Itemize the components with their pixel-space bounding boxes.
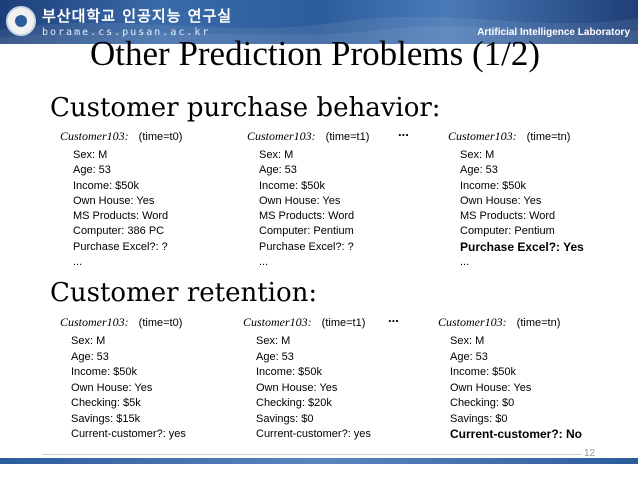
attribute-purchase-excel: Purchase Excel?: Yes	[460, 239, 584, 254]
university-logo-icon	[6, 6, 36, 36]
attribute-checking: Checking: $0	[450, 397, 515, 409]
retention-col-header-t1: Customer103: (time=t1)	[243, 315, 365, 330]
customer-id: Customer103:	[243, 315, 312, 329]
customer-id: Customer103:	[438, 315, 507, 329]
purchase-attributes-t0: Sex: M Age: 53 Income: $50k Own House: Y…	[73, 148, 168, 270]
retention-ellipsis: ...	[388, 310, 399, 325]
retention-section-heading: Customer retention:	[50, 278, 318, 308]
customer-id: Customer103:	[60, 129, 129, 143]
attribute-age: Age: 53	[73, 164, 111, 177]
attribute-income: Income: $50k	[73, 179, 140, 192]
attribute-computer: Computer: Pentium	[259, 225, 354, 238]
footer-bar	[0, 458, 638, 464]
attribute-savings: Savings: $15k	[71, 412, 141, 425]
attribute-income: Income: $50k	[259, 179, 326, 192]
retention-col-header-t0: Customer103: (time=t0)	[60, 315, 182, 330]
attribute-ms-products: MS Products: Word	[460, 210, 556, 223]
banner-wave-decoration	[0, 16, 638, 44]
attribute-checking: Checking: $20k	[256, 397, 332, 409]
purchase-attributes-t1: Sex: M Age: 53 Income: $50k Own House: Y…	[259, 148, 354, 270]
time-label: (time=tn)	[516, 317, 561, 329]
attribute-sex: Sex: M	[460, 149, 495, 161]
time-label: (time=t1)	[325, 131, 370, 143]
attribute-income: Income: $50k	[256, 366, 323, 378]
time-label: (time=t1)	[321, 317, 366, 329]
attribute-sex: Sex: M	[71, 335, 106, 347]
attribute-savings: Savings: $0	[450, 412, 508, 425]
attribute-income: Income: $50k	[460, 179, 527, 192]
attribute-income: Income: $50k	[71, 366, 138, 378]
attribute-current-customer: Current-customer?: yes	[71, 428, 186, 440]
attribute-age: Age: 53	[71, 350, 109, 363]
slide-title: Other Prediction Problems (1/2)	[90, 34, 541, 73]
attribute-age: Age: 53	[256, 350, 294, 363]
page-number: 12	[584, 448, 596, 459]
attribute-sex: Sex: M	[256, 335, 291, 347]
attribute-current-customer: Current-customer?: yes	[256, 428, 371, 440]
attribute-checking: Checking: $5k	[71, 397, 141, 409]
customer-id: Customer103:	[448, 129, 517, 143]
attribute-own-house: Own House: Yes	[73, 194, 155, 207]
attribute-own-house: Own House: Yes	[256, 381, 338, 394]
purchase-col-header-t1: Customer103: (time=t1)	[247, 129, 369, 144]
attribute-ms-products: MS Products: Word	[259, 210, 355, 223]
lab-name: Artificial Intelligence Laboratory	[477, 27, 630, 38]
purchase-section-heading: Customer purchase behavior:	[50, 93, 441, 123]
university-name: 부산대학교 인공지능 연구실	[42, 7, 233, 25]
purchase-col-header-tn: Customer103: (time=tn)	[448, 129, 570, 144]
attribute-current-customer: Current-customer?: No	[450, 427, 583, 441]
purchase-ellipsis: ...	[398, 124, 409, 139]
attribute-more: ...	[460, 256, 470, 269]
attribute-sex: Sex: M	[450, 335, 485, 347]
customer-id: Customer103:	[60, 315, 129, 329]
purchase-col-header-t0: Customer103: (time=t0)	[60, 129, 182, 144]
attribute-savings: Savings: $0	[256, 412, 314, 425]
time-label: (time=t0)	[138, 317, 183, 329]
attribute-sex: Sex: M	[259, 149, 294, 161]
attribute-age: Age: 53	[460, 164, 498, 177]
retention-attributes-tn: Sex: M Age: 53 Income: $50k Own House: Y…	[450, 334, 582, 443]
lab-url: borame.cs.pusan.ac.kr	[42, 27, 211, 38]
purchase-attributes-tn: Sex: M Age: 53 Income: $50k Own House: Y…	[460, 148, 584, 270]
attribute-sex: Sex: M	[73, 149, 108, 161]
attribute-own-house: Own House: Yes	[259, 194, 341, 207]
attribute-own-house: Own House: Yes	[460, 194, 542, 207]
retention-attributes-t1: Sex: M Age: 53 Income: $50k Own House: Y…	[256, 334, 371, 443]
attribute-purchase-excel: Purchase Excel?: ?	[259, 240, 354, 253]
customer-id: Customer103:	[247, 129, 316, 143]
attribute-own-house: Own House: Yes	[71, 381, 153, 394]
time-label: (time=tn)	[526, 131, 571, 143]
time-label: (time=t0)	[138, 131, 183, 143]
footer-rule	[42, 454, 582, 455]
attribute-age: Age: 53	[450, 350, 488, 363]
retention-attributes-t0: Sex: M Age: 53 Income: $50k Own House: Y…	[71, 334, 186, 443]
header-banner: 부산대학교 인공지능 연구실 borame.cs.pusan.ac.kr Art…	[0, 0, 638, 44]
attribute-ms-products: MS Products: Word	[73, 210, 169, 223]
attribute-purchase-excel: Purchase Excel?: ?	[73, 240, 168, 253]
attribute-more: ...	[259, 256, 269, 269]
attribute-income: Income: $50k	[450, 366, 517, 378]
attribute-computer: Computer: 386 PC	[73, 225, 165, 238]
attribute-more: ...	[73, 256, 83, 269]
attribute-own-house: Own House: Yes	[450, 381, 532, 394]
attribute-age: Age: 53	[259, 164, 297, 177]
retention-col-header-tn: Customer103: (time=tn)	[438, 315, 560, 330]
attribute-computer: Computer: Pentium	[460, 225, 555, 238]
